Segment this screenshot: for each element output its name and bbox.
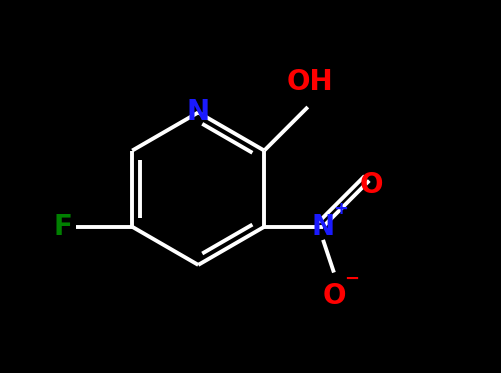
Text: N: N bbox=[187, 98, 210, 126]
Text: O: O bbox=[322, 282, 346, 310]
Text: +: + bbox=[333, 200, 348, 218]
Text: −: − bbox=[344, 270, 359, 288]
Text: O: O bbox=[359, 172, 383, 200]
Text: OH: OH bbox=[287, 68, 333, 96]
Text: N: N bbox=[312, 213, 335, 241]
Text: F: F bbox=[53, 213, 72, 241]
